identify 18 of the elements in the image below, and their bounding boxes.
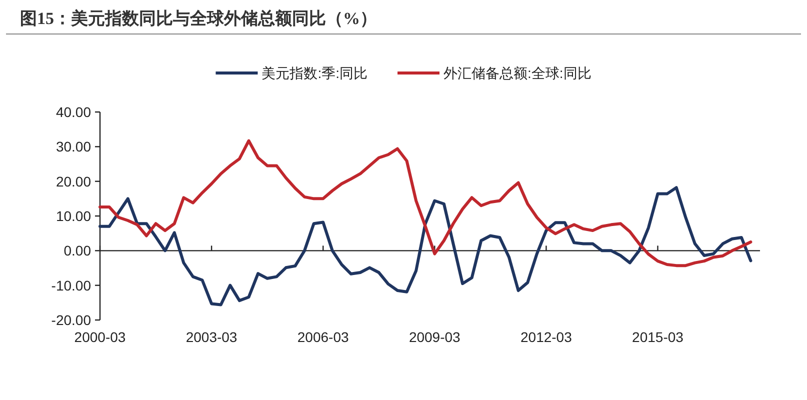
y-tick-label: 10.00	[56, 208, 92, 224]
x-tick-label: 2006-03	[297, 329, 349, 345]
y-tick-label: 30.00	[56, 138, 92, 155]
x-tick-label: 2000-03	[74, 329, 126, 345]
y-tick-label: -20.00	[51, 312, 92, 328]
y-tick-label: 20.00	[56, 173, 92, 190]
line-series	[98, 186, 752, 306]
y-tick-label: -10.00	[51, 277, 92, 294]
legend-label: 外汇储备总额:全球:同比	[444, 65, 592, 81]
legend-label: 美元指数:季:同比	[262, 65, 368, 81]
y-tick-label: 40.00	[56, 104, 92, 120]
line-series	[98, 139, 752, 268]
x-tick-label: 2003-03	[186, 329, 238, 345]
y-tick-label: 0.00	[64, 242, 92, 259]
x-tick-label: 2012-03	[520, 329, 572, 345]
chart-title: 图15：美元指数同比与全球外储总额同比（%）	[20, 9, 377, 28]
x-tick-label: 2015-03	[632, 329, 684, 345]
x-tick-label: 2009-03	[408, 329, 461, 345]
